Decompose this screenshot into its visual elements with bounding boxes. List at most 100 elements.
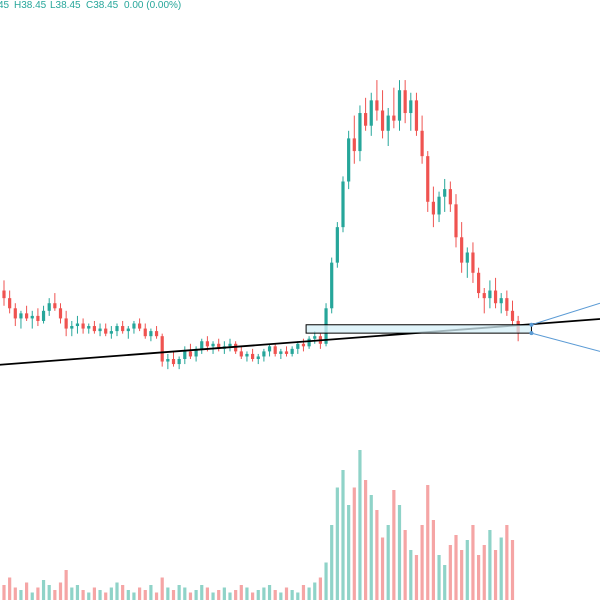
candle-body	[397, 90, 402, 121]
volume-bar	[92, 587, 96, 600]
candle	[454, 194, 458, 248]
projection-line-upper	[531, 302, 600, 326]
candle	[228, 338, 232, 352]
volume-bar	[341, 470, 345, 600]
candle	[138, 318, 142, 332]
volume-bar	[465, 540, 469, 600]
candle-body	[409, 100, 413, 114]
volume-bar	[313, 582, 317, 600]
candle-body	[30, 315, 34, 319]
candle-body	[53, 303, 57, 309]
candle	[70, 320, 74, 337]
volume-bar	[364, 480, 368, 600]
volume-bar	[239, 585, 243, 600]
volume-bar	[25, 582, 29, 600]
candle-body	[499, 298, 503, 304]
candle-body	[194, 348, 198, 357]
candle	[392, 87, 396, 129]
volume-bar	[47, 585, 51, 600]
candle	[13, 303, 17, 327]
candle-body	[126, 328, 130, 332]
candle	[414, 92, 419, 136]
candle-body	[301, 343, 306, 347]
volume-bar	[132, 592, 136, 600]
volume-bar	[386, 525, 390, 600]
candle	[217, 338, 221, 352]
candle-body	[92, 326, 96, 332]
volume-bar	[217, 590, 221, 600]
volume-bar	[279, 592, 283, 600]
candle-body	[171, 359, 176, 365]
candle-body	[217, 343, 221, 349]
volume-bar	[414, 555, 419, 600]
candle	[296, 341, 300, 354]
candle-body	[64, 318, 68, 329]
volume-bar	[188, 592, 193, 600]
volume-bar	[205, 587, 209, 600]
candle	[58, 303, 63, 324]
candle	[126, 326, 130, 339]
ohlc-change: 0.00 (0.00%)	[124, 0, 181, 11]
volume-bar	[104, 592, 108, 600]
candle	[239, 346, 243, 359]
volume-bar	[284, 587, 289, 600]
volume-bar	[499, 537, 503, 600]
candle	[8, 290, 12, 314]
candle-body	[25, 313, 29, 319]
candle	[200, 338, 204, 354]
candle-body	[239, 351, 243, 357]
candle	[403, 80, 407, 124]
volume-bar	[301, 585, 306, 600]
volume-bar	[437, 555, 441, 600]
candle-body	[426, 156, 430, 202]
candle	[488, 280, 492, 309]
drawings[interactable]	[0, 302, 600, 366]
candle-body	[482, 293, 486, 299]
candle-body	[154, 331, 159, 337]
candlestick-pane[interactable]	[2, 80, 520, 370]
candle	[245, 351, 249, 362]
candle-body	[380, 110, 385, 131]
candle-body	[493, 290, 498, 304]
candle-body	[41, 310, 46, 321]
volume-bar	[505, 525, 509, 600]
volume-bar	[448, 545, 452, 600]
volume-bar	[30, 592, 34, 600]
volume-bar	[245, 587, 249, 600]
candle	[132, 320, 136, 334]
volume-bar	[87, 592, 91, 600]
ohlc-readout: 45 H38.45 L38.45 C38.45 0.00 (0.00%)	[0, 0, 181, 11]
candle	[273, 343, 277, 357]
volume-bar	[138, 587, 142, 600]
volume-bar	[98, 590, 102, 600]
candle-body	[347, 138, 351, 182]
volume-bar	[409, 550, 413, 600]
candle-body	[477, 272, 481, 294]
zone-handle-bottom	[529, 331, 534, 336]
candle	[143, 323, 147, 339]
volume-bar	[109, 587, 113, 600]
candle	[188, 343, 193, 359]
candle	[171, 351, 176, 367]
volume-bar	[143, 590, 147, 600]
candle	[443, 178, 447, 212]
candle	[81, 318, 85, 334]
candle-body	[8, 298, 12, 309]
candle-body	[245, 353, 249, 357]
candle-body	[488, 290, 492, 299]
candle	[437, 191, 441, 223]
candle-body	[505, 298, 509, 311]
candle-body	[510, 310, 515, 321]
candle	[104, 323, 108, 337]
candle-body	[47, 303, 51, 311]
candle-body	[267, 346, 272, 352]
volume-bar	[81, 590, 85, 600]
ohlc-high: H38.45	[14, 0, 47, 11]
candle-body	[256, 356, 260, 359]
projection-line-lower	[531, 332, 600, 352]
candle-body	[313, 336, 317, 339]
candle-body	[369, 100, 373, 126]
volume-bar	[53, 590, 57, 600]
candle	[160, 333, 164, 367]
